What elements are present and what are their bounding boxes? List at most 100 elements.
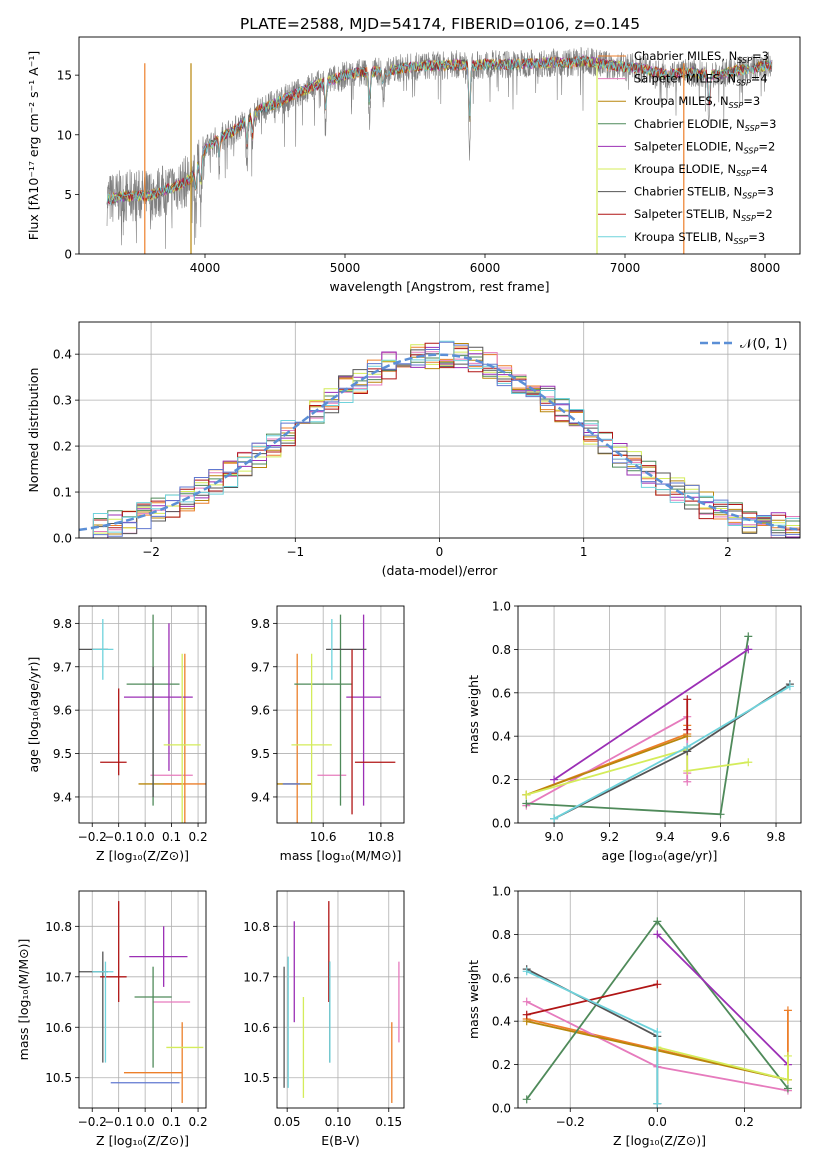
legend-label-chabrier_elodie: Chabrier ELODIE, NSSP=3 — [634, 117, 776, 133]
x-tick-label: 10.6 — [310, 830, 337, 844]
legend-label-tail: =3 — [752, 49, 769, 63]
legend-label-kroupa_elodie: Kroupa ELODIE, NSSP=4 — [634, 162, 768, 178]
model-spectrum-kroupa_stelib — [106, 55, 772, 206]
x-tick-label: 9.4 — [656, 830, 675, 844]
y-tick-label: 0.6 — [492, 686, 511, 700]
weight-marker-salpeter_miles — [522, 997, 531, 1006]
axes-frame — [78, 605, 207, 824]
y-tick-label: 10.7 — [45, 970, 72, 984]
axes-frame — [517, 605, 802, 824]
x-axis-label: (data-model)/error — [382, 563, 499, 578]
y-axis-label: mass weight — [466, 675, 481, 754]
y-tick-label: 0.3 — [53, 394, 72, 408]
weight-line-salpeter_stelib — [526, 983, 658, 1016]
weight-marker-kroupa_stelib — [683, 743, 692, 752]
x-tick-label: 0.0 — [136, 830, 155, 844]
x-tick-label: 0.1 — [162, 830, 181, 844]
legend-label-salpeter_stelib: Salpeter STELIB, NSSP=2 — [634, 207, 773, 223]
legend-label-sub: SSP — [736, 79, 751, 88]
y-axis-label: Flux [fλ10⁻¹⁷ erg cm⁻² s⁻¹ A⁻¹] — [26, 51, 41, 240]
x-tick-label: 9.2 — [600, 830, 619, 844]
x-tick-label: 0 — [436, 545, 444, 559]
weight-line-kroupa_elodie — [526, 748, 749, 796]
mass-vs-metallicity-panel: −0.2−0.1 0.0 0.1 0.2 10.5 10.6 10.7 10.8 Z [log₁… — [16, 890, 208, 1148]
residuals-panel: −2 −1 0 1 2 0.0 0.1 0.2 0.3 0.4 (data-model)/error… — [26, 321, 801, 578]
gaussian-reference-curve — [79, 353, 800, 532]
legend-label-main: Chabrier ELODIE, N — [634, 117, 745, 131]
weight-marker-salpeter_elodie — [550, 775, 559, 784]
weight-marker-chabrier_elodie — [522, 1095, 531, 1104]
weight-marker-salpeter_elodie — [653, 930, 662, 939]
x-axis-label: E(B-V) — [321, 1133, 360, 1148]
x-tick-label: 8000 — [750, 261, 781, 275]
y-tick-label: 9.7 — [251, 660, 270, 674]
legend-label-main: Salpeter STELIB, N — [634, 207, 741, 221]
weight-marker-salpeter_miles — [683, 777, 692, 786]
y-tick-label: 0.0 — [53, 532, 72, 546]
x-tick-label: −1 — [286, 545, 304, 559]
x-tick-label: 0.0 — [648, 1115, 667, 1129]
y-tick-label: 9.4 — [251, 790, 270, 804]
errorbar-group — [79, 614, 206, 823]
legend-label-main: Chabrier MILES, N — [634, 49, 737, 63]
y-tick-label: 0.2 — [492, 1058, 511, 1072]
weight-marker-chabrier_elodie — [783, 1084, 792, 1093]
y-tick-label: 9.8 — [251, 617, 270, 631]
y-tick-label: 1.0 — [492, 600, 511, 614]
x-tick-label: −0.2 — [78, 830, 107, 844]
x-tick-label: 1 — [580, 545, 588, 559]
y-tick-label: 0.8 — [492, 928, 511, 942]
y-tick-label: 10.5 — [243, 1071, 270, 1085]
weight-line-salpeter_elodie — [553, 648, 749, 781]
legend-label-sub: SSP — [734, 237, 749, 246]
y-tick-label: 0.6 — [492, 971, 511, 985]
weight-marker-chabrier_elodie — [744, 632, 753, 641]
legend-label-salpeter_elodie: Salpeter ELODIE, NSSP=2 — [634, 139, 775, 155]
legend-label-sub: SSP — [729, 101, 744, 110]
weight-marker-salpeter_stelib — [522, 1010, 531, 1019]
y-tick-label: 9.6 — [251, 704, 270, 718]
y-tick-label: 15 — [57, 69, 72, 83]
weight-line-kroupa_stelib — [526, 970, 659, 1104]
weight-line-kroupa_miles — [525, 735, 688, 796]
y-tick-label: 10.8 — [243, 920, 270, 934]
legend-label-sub: SSP — [744, 146, 759, 155]
legend-label-salpeter_miles: Salpeter MILES, NSSP=4 — [634, 72, 768, 88]
x-tick-label: 0.2 — [189, 830, 208, 844]
x-tick-label: 0.15 — [375, 1115, 402, 1129]
y-axis-label: age [log₁₀(age/yr)] — [26, 657, 41, 773]
weight-line-salpeter_elodie — [656, 933, 789, 1066]
x-tick-label: 9.8 — [766, 830, 785, 844]
legend-label-sub: SSP — [745, 124, 760, 133]
y-tick-label: 0.4 — [53, 348, 72, 362]
legend-label-tail: =3 — [743, 94, 760, 108]
y-tick-label: 0.2 — [53, 440, 72, 454]
y-tick-label: 9.5 — [53, 747, 72, 761]
axes-frame — [276, 890, 405, 1109]
residual-histogram-kroupa_stelib — [79, 340, 800, 538]
x-tick-label: 0.05 — [274, 1115, 301, 1129]
errorbar-group — [277, 614, 396, 823]
legend-label-kroupa_miles: Kroupa MILES, NSSP=3 — [634, 94, 760, 110]
legend-label-tail: =3 — [760, 117, 777, 131]
y-tick-label: 9.5 — [251, 747, 270, 761]
x-axis-label: wavelength [Angstrom, rest frame] — [329, 279, 549, 294]
weight-marker-kroupa_stelib — [653, 1099, 662, 1108]
x-tick-label: 6000 — [470, 261, 501, 275]
y-tick-label: 9.6 — [53, 704, 72, 718]
x-tick-label: 10.8 — [368, 830, 395, 844]
axes-frame — [78, 890, 207, 1109]
y-axis-label: Normed distribution — [26, 368, 41, 493]
axes-frame — [276, 605, 405, 824]
weight-marker-chabrier_elodie — [653, 917, 662, 926]
legend-label-tail: =3 — [748, 230, 765, 244]
x-tick-label: 0.0 — [136, 1115, 155, 1129]
errorbar-group — [79, 901, 204, 1103]
weight-marker-kroupa_stelib — [522, 967, 531, 976]
y-tick-label: 0.2 — [492, 773, 511, 787]
legend-label-main: Chabrier STELIB, N — [634, 185, 742, 199]
weight-line-kroupa_stelib — [553, 685, 791, 820]
mass-weight-vs-age-panel: 9.0 9.2 9.4 9.6 9.8 0.0 0.2 0.4 0.6 0.8 1.0 age [lo… — [466, 600, 802, 863]
x-axis-label: age [log₁₀(age/yr)] — [602, 848, 718, 863]
